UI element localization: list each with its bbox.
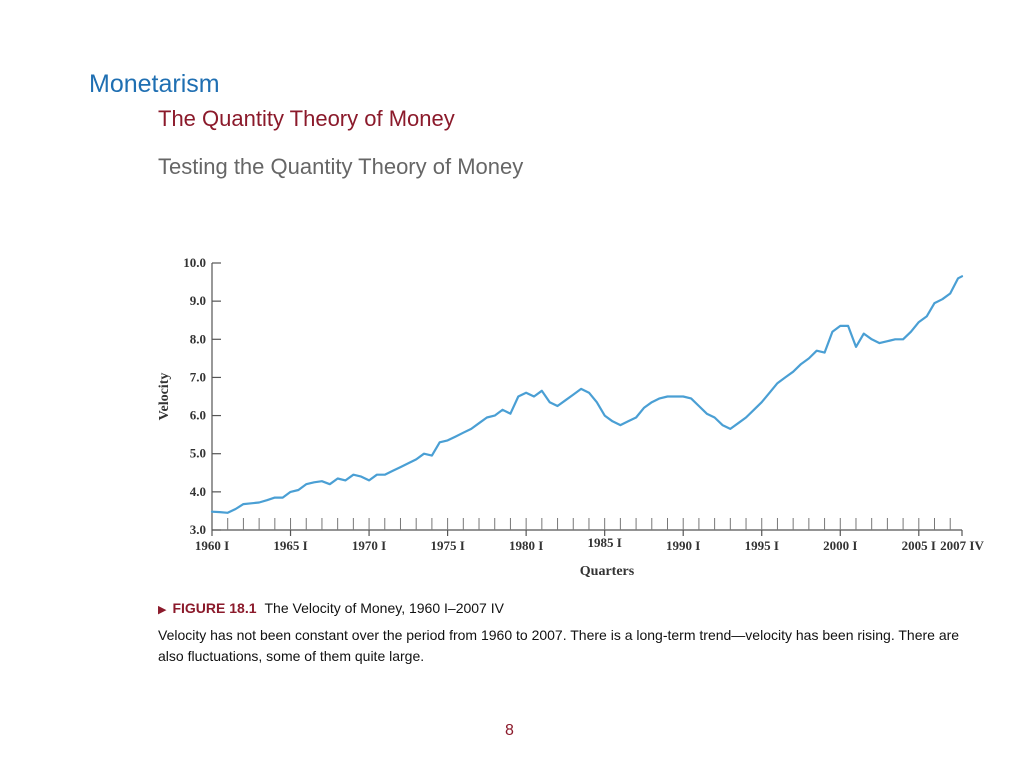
x-tick-label: 1985 I bbox=[588, 535, 622, 550]
x-tick-label: 1990 I bbox=[666, 538, 700, 553]
figure-title: The Velocity of Money, 1960 I–2007 IV bbox=[264, 600, 504, 616]
y-tick-label: 10.0 bbox=[183, 255, 206, 270]
y-tick-label: 9.0 bbox=[190, 293, 206, 308]
velocity-series-line bbox=[210, 275, 964, 514]
x-tick-label: 1995 I bbox=[745, 538, 779, 553]
slide-subtitle: The Quantity Theory of Money bbox=[158, 106, 455, 131]
y-tick-label: 3.0 bbox=[190, 522, 206, 537]
x-tick-label: 2005 I bbox=[902, 538, 936, 553]
y-tick-label: 7.0 bbox=[190, 369, 206, 384]
figure-caption-body: Velocity has not been constant over the … bbox=[158, 627, 960, 664]
slide-title: Monetarism bbox=[89, 70, 220, 98]
figure-label: FIGURE 18.1 bbox=[172, 600, 257, 616]
x-tick-label: 2000 I bbox=[823, 538, 857, 553]
y-tick-label: 5.0 bbox=[190, 446, 206, 461]
y-tick-label: 8.0 bbox=[190, 331, 206, 346]
figure-caption-header: ▶ FIGURE 18.1 The Velocity of Money, 1960 … bbox=[158, 600, 504, 616]
caption-triangle-icon: ▶ bbox=[158, 604, 167, 616]
x-tick-label: 2007 IV bbox=[940, 538, 984, 553]
x-tick-label: 1970 I bbox=[352, 538, 386, 553]
y-axis-title: Velocity bbox=[157, 373, 172, 421]
y-tick-label: 6.0 bbox=[190, 408, 206, 423]
x-tick-label: 1960 I bbox=[195, 538, 229, 553]
velocity-chart: 3.0 4.0 5.0 6.0 7.0 8.0 9.0 10.0 1960 I 1965 I 197… bbox=[157, 255, 984, 579]
section-heading: Testing the Quantity Theory of Money bbox=[158, 154, 524, 179]
x-axis-title: Quarters bbox=[580, 564, 635, 579]
x-tick-label: 1965 I bbox=[273, 538, 307, 553]
y-tick-label: 4.0 bbox=[190, 484, 206, 499]
x-tick-label: 1980 I bbox=[509, 538, 543, 553]
x-tick-label: 1975 I bbox=[430, 538, 464, 553]
page-number: 8 bbox=[505, 722, 514, 739]
